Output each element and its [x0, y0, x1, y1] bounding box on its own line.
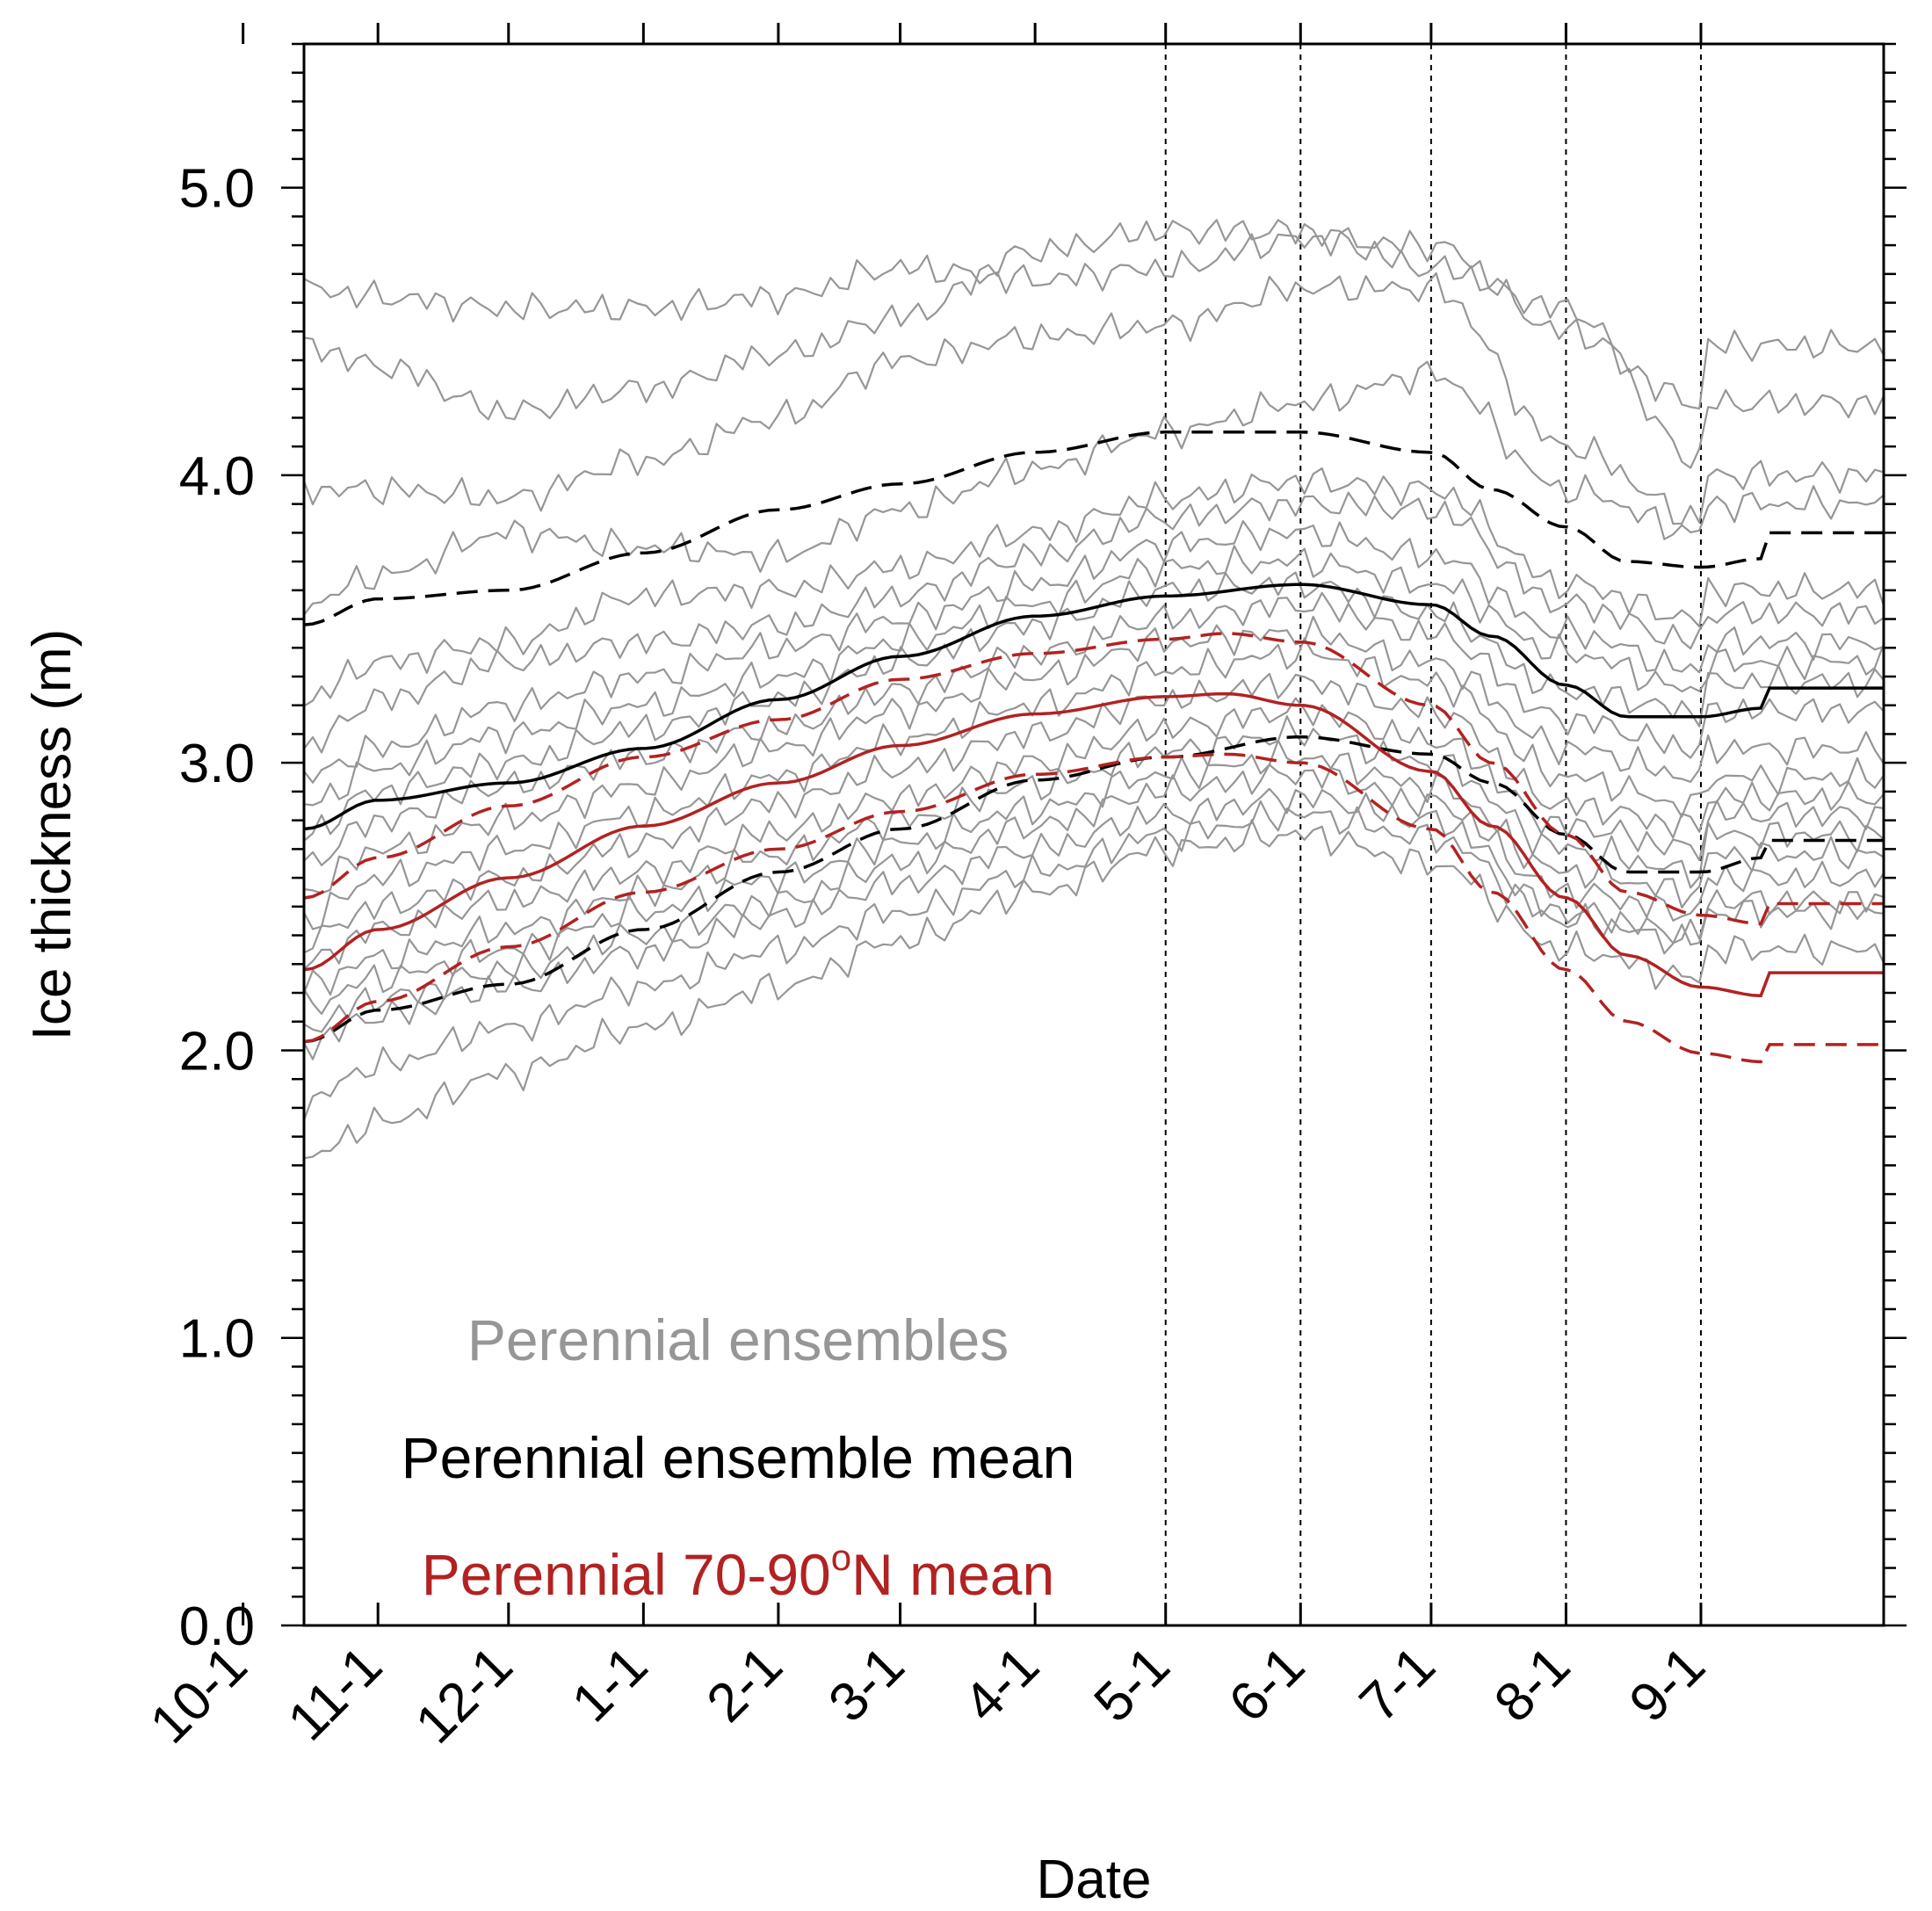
x-tick-label: 5-1 [1082, 1635, 1181, 1734]
ensemble-member-line [303, 787, 1885, 1060]
ensemble-member-line [303, 697, 1885, 970]
ensemble-mean-bound-line [303, 431, 1884, 626]
regional-mean-bound-line [303, 632, 1884, 926]
x-tick-label: 1-1 [561, 1635, 659, 1734]
legend-regional-mean-main: Perennial 70-90 [422, 1542, 831, 1607]
legend-ensemble-mean-label: Perennial ensemble mean [402, 1425, 1075, 1490]
x-tick-label: 8-1 [1483, 1635, 1581, 1734]
x-tick-label: 12-1 [404, 1635, 525, 1755]
ensemble-member-line [303, 467, 1885, 707]
x-axis-title: Date [1037, 1849, 1152, 1910]
x-tick-label: 4-1 [952, 1635, 1051, 1734]
ensemble-member-line [303, 591, 1885, 866]
y-tick-labels: 0.0 1.0 2.0 3.0 4.0 5.0 [179, 159, 255, 1657]
x-tick-label: 6-1 [1218, 1635, 1316, 1734]
plot-frame [302, 42, 1885, 1627]
ensemble-member-line [303, 637, 1885, 930]
mean-series-group [303, 431, 1884, 1064]
x-tick-labels: 11-1 12-1 1-1 2-1 3-1 4-1 5-1 6-1 7-1 8-1 9-110-1 [139, 1635, 1717, 1755]
ensemble-member-line [303, 739, 1885, 1015]
ensemble-member-line [302, 715, 1885, 996]
y-tick-label: 1.0 [179, 1309, 255, 1370]
ensemble-member-line [303, 360, 1885, 616]
legend-regional-mean-degree: o [831, 1537, 851, 1578]
ensemble-member-line [303, 227, 1885, 410]
x-tick-label: 7-1 [1349, 1635, 1447, 1734]
ensemble-mean-line [303, 583, 1884, 831]
ensemble-member-line [303, 764, 1885, 1033]
legend-regional-mean-end: N mean [851, 1542, 1054, 1607]
ensemble-member-line [302, 271, 1885, 525]
x-tick-label: 3-1 [817, 1635, 915, 1734]
x-tick-label: 9-1 [1618, 1635, 1717, 1734]
ensemble-member-line [303, 571, 1885, 842]
ensemble-member-line [303, 520, 1885, 784]
axis-ticks [242, 23, 1907, 1627]
legend: Perennial ensembles Perennial ensemble m… [402, 1307, 1075, 1607]
ensemble-member-line [303, 219, 1885, 469]
ensemble-member-line [302, 800, 1885, 1121]
ensemble-member-line [303, 491, 1885, 754]
legend-regional-mean-label: Perennial 70-90oN mean [422, 1537, 1054, 1607]
y-axis-title: Ice thickness (m) [22, 629, 83, 1041]
y-tick-label: 4.0 [179, 446, 255, 507]
y-tick-label: 0.0 [179, 1596, 255, 1657]
legend-ensembles-label: Perennial ensembles [467, 1307, 1009, 1372]
regional-mean-line [303, 691, 1884, 998]
ensemble-member-line [303, 615, 1885, 894]
regional-mean-bound-line [303, 752, 1884, 1064]
ensemble-series-group [302, 219, 1885, 1160]
x-tick-label: 2-1 [696, 1635, 794, 1734]
ensemble-member-line [303, 819, 1885, 1160]
ensemble-mean-bound-line [303, 735, 1884, 1044]
y-tick-label: 2.0 [179, 1021, 255, 1082]
y-tick-label: 5.0 [179, 159, 255, 220]
x-tick-label: 11-1 [277, 1635, 394, 1752]
y-tick-label: 3.0 [179, 734, 255, 794]
ensemble-member-line [303, 545, 1885, 807]
ensemble-member-line [303, 672, 1885, 954]
